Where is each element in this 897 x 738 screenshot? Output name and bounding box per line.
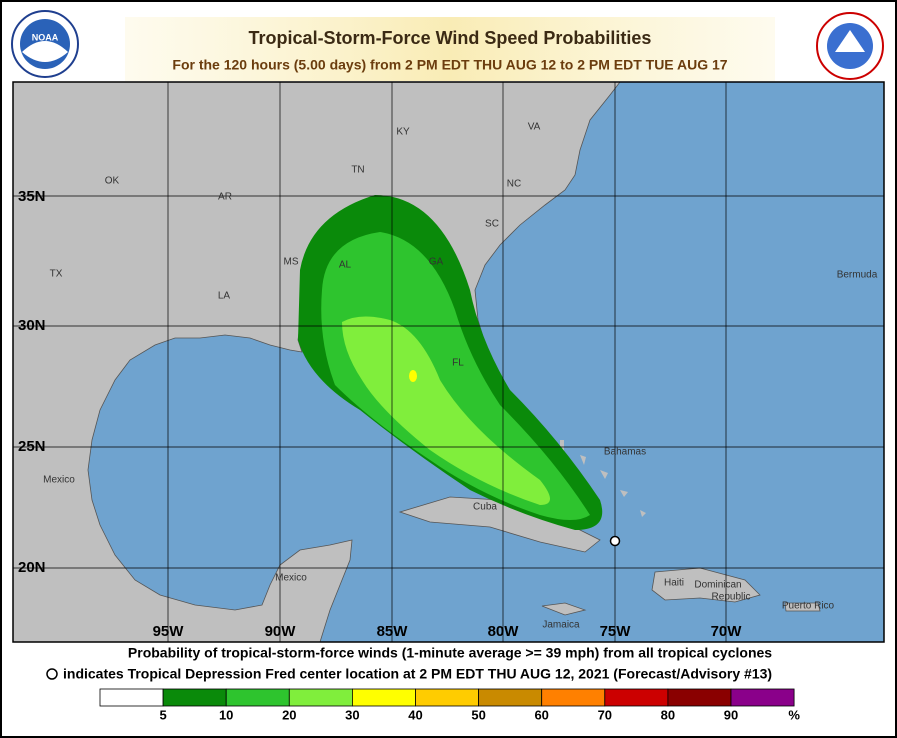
- noaa-logo: NOAA: [11, 10, 79, 78]
- hispaniola: [651, 567, 761, 603]
- graticule: [13, 82, 884, 642]
- lon-label: 95W: [153, 623, 185, 640]
- place-label: Jamaica: [542, 620, 580, 631]
- place-label: TN: [351, 165, 364, 176]
- probability-contours: [298, 195, 603, 530]
- place-label: NC: [507, 179, 521, 190]
- place-label: OK: [105, 176, 120, 187]
- lon-label: 80W: [488, 623, 520, 640]
- jamaica: [541, 602, 587, 616]
- legend-tick: 10: [219, 707, 233, 722]
- legend-swatch: [667, 688, 732, 707]
- map: KY VA TN NC OK AR SC MS AL GA TX LA FL B…: [13, 82, 884, 642]
- lat-label: 35N: [18, 188, 46, 205]
- header-bg: [125, 17, 775, 81]
- legend-swatch: [351, 688, 416, 707]
- place-label: GA: [429, 257, 444, 268]
- place-label: AR: [218, 192, 232, 203]
- fred-symbol: [46, 668, 58, 680]
- legend-tick: 90: [724, 707, 738, 722]
- cuba: [398, 496, 601, 553]
- lon-label: 70W: [711, 623, 743, 640]
- legend-swatch: [541, 688, 606, 707]
- legend-unit: %: [788, 707, 800, 722]
- svg-text:NOAA: NOAA: [32, 32, 59, 42]
- title: Tropical-Storm-Force Wind Speed Probabil…: [249, 28, 652, 48]
- legend-tick: 60: [534, 707, 548, 722]
- place-label: AL: [339, 260, 352, 271]
- land: [13, 82, 621, 642]
- lat-label: 30N: [18, 317, 46, 334]
- legend-swatch: [478, 688, 543, 707]
- legend-swatch: [99, 688, 164, 707]
- place-label: Bermuda: [837, 270, 878, 281]
- legend-tick: 30: [345, 707, 359, 722]
- legend-swatch: [225, 688, 290, 707]
- lon-label: 75W: [600, 623, 632, 640]
- place-label: Haiti: [664, 578, 684, 589]
- place-label: Puerto Rico: [782, 601, 835, 612]
- legend-swatch: [730, 688, 795, 707]
- legend-tick: 80: [661, 707, 675, 722]
- legend-swatch: [604, 688, 669, 707]
- place-label: LA: [218, 291, 231, 302]
- place-label: Cuba: [473, 502, 497, 513]
- place-label: Republic: [712, 592, 751, 603]
- place-label: Mexico: [275, 573, 307, 584]
- legend-tick: 5: [159, 707, 166, 722]
- map-border: [12, 81, 885, 643]
- legend-tick: 70: [598, 707, 612, 722]
- legend-swatch: [415, 688, 479, 707]
- legend-swatch: [288, 688, 353, 707]
- place-label: Dominican: [694, 580, 741, 591]
- legend-tick: 50: [471, 707, 485, 722]
- fred-center: [609, 535, 621, 547]
- subtitle: For the 120 hours (5.00 days) from 2 PM …: [172, 57, 727, 73]
- lon-label: 90W: [265, 623, 297, 640]
- place-label: Mexico: [43, 475, 75, 486]
- puerto-rico: [784, 602, 821, 612]
- place-label: FL: [452, 358, 464, 369]
- place-label: Bahamas: [604, 447, 646, 458]
- lat-label: 20N: [18, 559, 46, 576]
- lat-label: 25N: [18, 438, 46, 455]
- legend-tick: 20: [282, 707, 296, 722]
- place-label: VA: [528, 122, 541, 133]
- nws-logo: [816, 12, 884, 80]
- place-label: SC: [485, 219, 499, 230]
- legend-tick: 40: [408, 707, 422, 722]
- lon-label: 85W: [377, 623, 409, 640]
- place-label: KY: [396, 127, 410, 138]
- place-label: TX: [50, 269, 63, 280]
- footer-line: Probability of tropical-storm-force wind…: [128, 645, 772, 661]
- footer-line: indicates Tropical Depression Fred cente…: [63, 666, 772, 682]
- place-label: MS: [284, 257, 299, 268]
- legend: 5 10 20 30 40 50 60 70 80 90%: [99, 688, 800, 722]
- legend-swatch: [162, 688, 227, 707]
